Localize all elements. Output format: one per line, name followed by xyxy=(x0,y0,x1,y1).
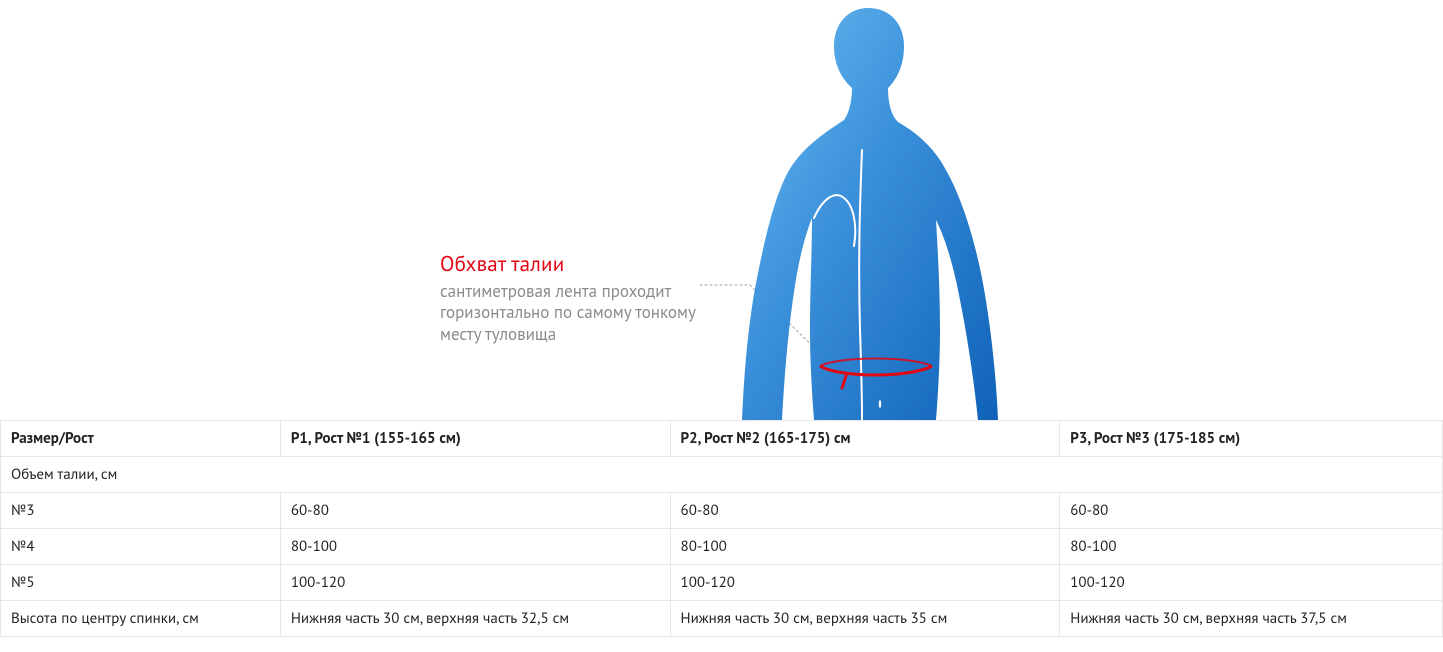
cell: 80-100 xyxy=(670,529,1060,565)
cell: 100-120 xyxy=(1060,565,1443,601)
cell: 80-100 xyxy=(280,529,670,565)
cell: 60-80 xyxy=(280,493,670,529)
cell: Нижняя часть 30 см, верхняя часть 37,5 с… xyxy=(1060,601,1443,637)
table-row: №3 60-80 60-80 60-80 xyxy=(1,493,1443,529)
row-label: Высота по центру спинки, см xyxy=(1,601,281,637)
cell: 100-120 xyxy=(670,565,1060,601)
cell: 80-100 xyxy=(1060,529,1443,565)
cell: 60-80 xyxy=(670,493,1060,529)
col-header: Р2, Рост №2 (165-175) см xyxy=(670,421,1060,457)
row-label: №3 xyxy=(1,493,281,529)
table-row: №5 100-120 100-120 100-120 xyxy=(1,565,1443,601)
hero-illustration-area: Обхват талии сантиметровая лента проходи… xyxy=(0,0,1443,420)
col-header: Р1, Рост №1 (155-165 см) xyxy=(280,421,670,457)
table-header-row: Размер/Рост Р1, Рост №1 (155-165 см) Р2,… xyxy=(1,421,1443,457)
col-header: Размер/Рост xyxy=(1,421,281,457)
cell: 60-80 xyxy=(1060,493,1443,529)
annotation-title: Обхват талии xyxy=(440,250,700,277)
annotation-body: сантиметровая лента проходит горизонталь… xyxy=(440,281,700,345)
cell: 100-120 xyxy=(280,565,670,601)
mannequin-figure xyxy=(740,0,1000,420)
section-label: Объем талии, см xyxy=(1,457,1443,493)
cell: Нижняя часть 30 см, верхняя часть 32,5 с… xyxy=(280,601,670,637)
waist-annotation: Обхват талии сантиметровая лента проходи… xyxy=(440,250,700,345)
row-label: №4 xyxy=(1,529,281,565)
size-table: Размер/Рост Р1, Рост №1 (155-165 см) Р2,… xyxy=(0,420,1443,637)
table-section-row: Объем талии, см xyxy=(1,457,1443,493)
table-row: №4 80-100 80-100 80-100 xyxy=(1,529,1443,565)
table-row: Высота по центру спинки, см Нижняя часть… xyxy=(1,601,1443,637)
cell: Нижняя часть 30 см, верхняя часть 35 см xyxy=(670,601,1060,637)
row-label: №5 xyxy=(1,565,281,601)
col-header: Р3, Рост №3 (175-185 см) xyxy=(1060,421,1443,457)
